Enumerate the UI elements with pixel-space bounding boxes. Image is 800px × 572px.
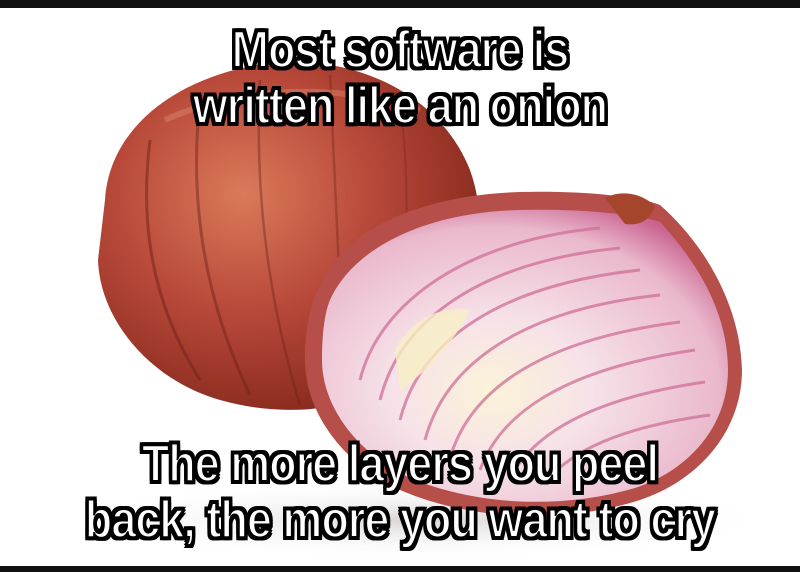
bottom-caption-line-1: The more layers you peel [141,435,660,493]
top-border [0,0,800,8]
top-caption-line-1: Most software is [231,21,570,79]
bottom-border [0,566,800,572]
bottom-caption-line-2: back, the more you want to cry [84,491,717,549]
cut-onion-half [305,191,742,517]
top-caption: Most software is written like an onion [56,21,744,136]
bottom-caption: The more layers you peel back, the more … [56,435,744,550]
top-caption-line-2: written like an onion [192,77,609,135]
